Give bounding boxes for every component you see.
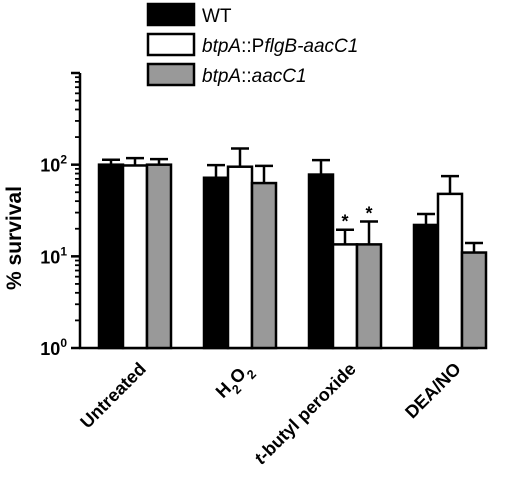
x-category-label: DEA/NO: [401, 359, 465, 423]
bar-3-2: [460, 251, 488, 350]
bar-1-1: [226, 165, 254, 350]
axes: 100 101 102: [40, 71, 478, 359]
bar-2-1: [331, 243, 359, 350]
bar-0-2: [145, 163, 173, 350]
bar-1-2: [250, 181, 278, 350]
legend-label: btpA::PflgB-aacC1: [202, 36, 358, 57]
legend-label: WT: [202, 6, 232, 27]
bar-2-0: [307, 173, 335, 350]
bars: [97, 163, 488, 350]
bar-3-0: [412, 223, 440, 350]
bar-0-1: [121, 164, 149, 350]
bar-2-2: [355, 243, 383, 350]
legend-label: btpA::aacC1: [202, 66, 307, 87]
x-category-label: t-butyl peroxide: [250, 359, 360, 469]
bar-0-0: [97, 163, 125, 350]
legend-swatch: [146, 62, 196, 87]
significance-marker: *: [365, 203, 372, 223]
error-bars: * *: [102, 147, 483, 253]
y-axis-label: % survival: [3, 186, 26, 290]
y-tick-label: 102: [40, 153, 67, 176]
legend-swatch: [146, 2, 196, 27]
bar-3-1: [436, 192, 464, 350]
x-category-label: Untreated: [76, 359, 150, 433]
significance-marker: *: [341, 212, 348, 232]
y-tick-label: 101: [40, 244, 67, 267]
x-category-label: H2O2: [212, 359, 259, 406]
y-tick-label: 100: [40, 336, 67, 359]
legend-swatch: [146, 32, 196, 57]
bar-1-0: [202, 176, 230, 350]
